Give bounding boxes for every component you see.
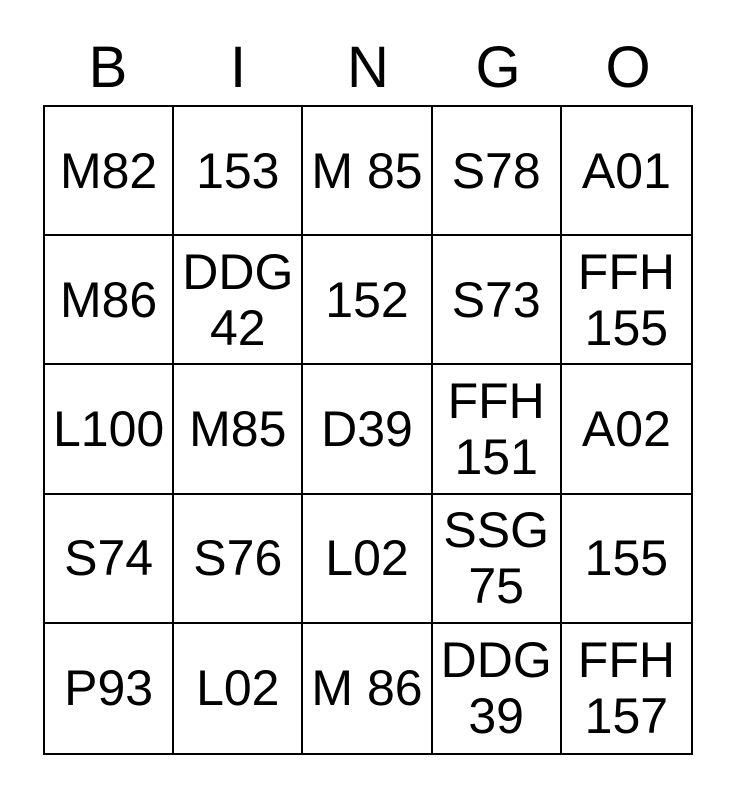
bingo-cell-r3c4[interactable]: FFH 151 xyxy=(432,365,562,495)
bingo-cell-r4c5[interactable]: 155 xyxy=(561,494,691,624)
header-letter-b: B xyxy=(88,35,128,100)
bingo-cell-r1c2[interactable]: 153 xyxy=(174,107,304,237)
header-letter-i: I xyxy=(229,35,247,100)
bingo-cell-r5c4[interactable]: DDG 39 xyxy=(432,623,562,753)
bingo-header: B I N G O xyxy=(43,0,693,105)
bingo-grid: M82 153 M 85 S78 A01 M86 DDG 42 152 S73 … xyxy=(43,105,693,755)
bingo-cell-r3c5[interactable]: A02 xyxy=(561,365,691,495)
bingo-cell-r3c2[interactable]: M85 xyxy=(174,365,304,495)
bingo-cell-r3c3[interactable]: D39 xyxy=(303,365,433,495)
bingo-cell-r1c3[interactable]: M 85 xyxy=(303,107,433,237)
header-letter-o: O xyxy=(605,35,651,100)
bingo-cell-r4c2[interactable]: S76 xyxy=(174,494,304,624)
bingo-cell-r2c5[interactable]: FFH 155 xyxy=(561,236,691,366)
bingo-cell-r1c4[interactable]: S78 xyxy=(432,107,562,237)
bingo-cell-r2c1[interactable]: M86 xyxy=(45,236,175,366)
bingo-cell-r4c4[interactable]: SSG 75 xyxy=(432,494,562,624)
bingo-cell-r5c1[interactable]: P93 xyxy=(45,623,175,753)
bingo-cell-r5c2[interactable]: L02 xyxy=(174,623,304,753)
bingo-cell-r5c5[interactable]: FFH 157 xyxy=(561,623,691,753)
bingo-cell-r4c3[interactable]: L02 xyxy=(303,494,433,624)
bingo-cell-r3c1[interactable]: L100 xyxy=(45,365,175,495)
bingo-cell-r5c3[interactable]: M 86 xyxy=(303,623,433,753)
header-letter-n: N xyxy=(347,35,389,100)
bingo-cell-r1c1[interactable]: M82 xyxy=(45,107,175,237)
header-letter-g: G xyxy=(475,35,521,100)
bingo-cell-r1c5[interactable]: A01 xyxy=(561,107,691,237)
bingo-cell-r4c1[interactable]: S74 xyxy=(45,494,175,624)
bingo-cell-r2c3[interactable]: 152 xyxy=(303,236,433,366)
bingo-cell-r2c4[interactable]: S73 xyxy=(432,236,562,366)
bingo-cell-r2c2[interactable]: DDG 42 xyxy=(174,236,304,366)
